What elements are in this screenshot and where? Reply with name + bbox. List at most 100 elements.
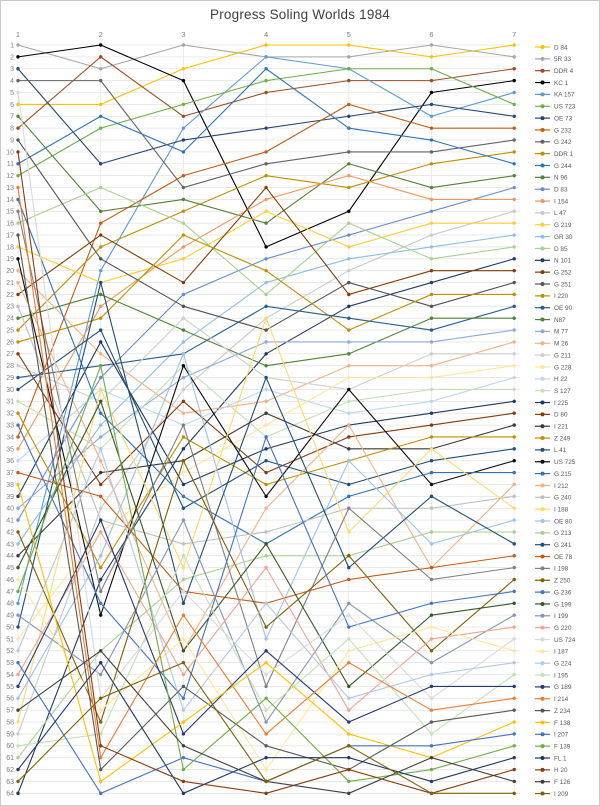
legend-marker-icon	[540, 341, 545, 346]
y-axis-tick: 31	[6, 399, 14, 406]
legend-item-g-219: G 219	[535, 222, 572, 229]
legend-marker-icon	[540, 246, 545, 251]
y-axis-tick: 58	[6, 719, 14, 726]
legend-marker-icon	[540, 459, 545, 464]
y-axis-tick: 41	[6, 518, 14, 525]
legend-label: G 251	[554, 281, 572, 288]
y-axis-tick: 48	[6, 601, 14, 608]
legend-item-g-236: G 236	[535, 589, 572, 596]
legend-label: D 80	[554, 412, 568, 419]
series-line-gr-30	[16, 233, 516, 546]
legend-item-ddr-4: DDR 4	[535, 68, 574, 75]
legend-item-i-225: I 225	[535, 400, 569, 407]
legend-label: G 219	[554, 222, 572, 229]
series-line-oe-80	[16, 352, 516, 700]
legend-label: US 725	[554, 459, 576, 466]
legend-marker-icon	[540, 293, 545, 298]
y-axis-tick: 44	[6, 553, 14, 560]
legend-marker-icon	[540, 507, 545, 512]
y-axis-tick: 36	[6, 458, 14, 465]
series-line-i-188	[16, 316, 516, 724]
series-line-g-244	[16, 67, 516, 166]
y-axis-tick: 56	[6, 696, 14, 703]
legend-marker-icon	[540, 116, 545, 121]
y-axis-tick: 39	[6, 494, 14, 501]
x-axis-tick: 7	[512, 30, 516, 39]
series-line-n-101	[16, 257, 516, 796]
legend-marker-icon	[540, 637, 545, 642]
legend-marker-icon	[540, 684, 545, 689]
legend-item-g-224: G 224	[535, 661, 572, 668]
legend-item-oe-90: OE 90	[535, 305, 573, 312]
series-line-oe-73	[16, 67, 516, 166]
legend-label: G 232	[554, 127, 572, 134]
legend-item-i-199: I 199	[535, 613, 569, 620]
legend-label: I 221	[554, 424, 569, 431]
legend-label: G 199	[554, 601, 572, 608]
legend-label: I 225	[554, 400, 569, 407]
legend-label: G 228	[554, 364, 572, 371]
series-line-n-96	[16, 114, 516, 225]
legend-item-oe-78: OE 78	[535, 554, 573, 561]
y-axis-tick: 7	[10, 114, 14, 121]
legend-label: I 207	[554, 732, 569, 739]
legend-label: N87	[554, 317, 566, 324]
legend-label: OE 78	[554, 554, 573, 561]
legend-marker-icon	[540, 187, 545, 192]
legend-item-g-213: G 213	[535, 530, 572, 537]
legend-marker-icon	[540, 708, 545, 713]
y-axis-tick: 43	[6, 541, 14, 548]
legend-item-l-41: L 41	[535, 447, 567, 454]
legend-item-d-83: D 83	[535, 187, 568, 194]
legend-label: N 101	[554, 258, 571, 265]
legend-item-z-234: Z 234	[535, 708, 571, 715]
y-axis-tick: 40	[6, 506, 14, 513]
legend-label: OE 80	[554, 518, 573, 525]
series-line-z-234	[16, 233, 516, 772]
y-axis-tick: 32	[6, 411, 14, 418]
legend-marker-icon	[540, 199, 545, 204]
legend-marker-icon	[540, 696, 545, 701]
legend-item-fl-1: FL 1	[535, 755, 567, 762]
legend-marker-icon	[540, 56, 545, 61]
y-axis-tick: 37	[6, 470, 14, 477]
legend-marker-icon	[540, 673, 545, 678]
series-line-i-195	[16, 554, 516, 748]
legend-item-g-241: G 241	[535, 542, 572, 549]
legend-label: G 211	[554, 352, 571, 359]
series-line-l-41	[16, 328, 516, 510]
series-line-i-220	[16, 233, 516, 344]
legend-marker-icon	[540, 175, 545, 180]
legend-marker-icon	[540, 767, 545, 772]
legend-label: US 723	[554, 104, 576, 111]
legend-marker-icon	[540, 305, 545, 310]
y-axis-tick: 13	[6, 185, 14, 192]
y-axis-tick: 28	[6, 363, 14, 370]
series-line-g-189	[16, 518, 516, 736]
series-line-g-236	[16, 423, 516, 700]
y-axis-tick: 55	[6, 684, 14, 691]
series-line-kc-1	[16, 43, 516, 249]
legend-marker-icon	[540, 530, 545, 535]
legend-marker-icon	[540, 376, 545, 381]
y-axis-tick: 15	[6, 209, 14, 216]
y-axis-tick: 47	[6, 589, 14, 596]
y-axis-tick: 30	[6, 387, 14, 394]
series-lines	[16, 43, 516, 796]
legend-item-g-252: G 252	[535, 269, 572, 276]
y-axis-tick: 54	[6, 672, 14, 679]
legend-item-g-244: G 244	[535, 163, 572, 170]
series-line-ddr-1	[16, 150, 516, 332]
legend-marker-icon	[540, 234, 545, 239]
legend-label: I 212	[554, 483, 569, 490]
series-line-us-723	[16, 67, 516, 178]
legend-label: F 126	[554, 779, 571, 786]
legend-label: F 139	[554, 743, 571, 750]
legend-label: G 240	[554, 495, 572, 502]
legend-marker-icon	[540, 779, 545, 784]
legend-label: I 220	[554, 293, 569, 300]
legend-item-d-85: D 85	[535, 246, 568, 253]
y-axis-tick: 26	[6, 339, 14, 346]
legend-label: DDR 4	[554, 68, 574, 75]
